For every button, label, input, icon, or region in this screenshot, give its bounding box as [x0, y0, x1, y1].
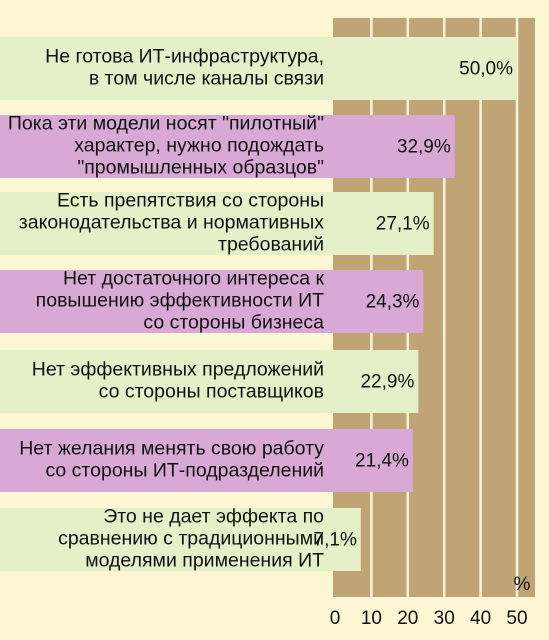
- category-label: Нет эффективных предложений со стороны по…: [32, 359, 324, 403]
- category-label: Нет желания менять свою работу со стороны…: [19, 438, 324, 482]
- x-tick-label: 30: [434, 608, 455, 629]
- x-axis-unit: %: [514, 574, 531, 595]
- bar: [0, 429, 413, 492]
- x-axis-ticks: 0 10 20 30 40 50: [330, 608, 528, 629]
- x-tick-label: 40: [470, 608, 491, 629]
- bar: [0, 350, 419, 413]
- bar: [0, 37, 517, 100]
- data-label: 24,3%: [366, 292, 420, 313]
- data-label: 22,9%: [360, 372, 414, 393]
- x-tick-label: 10: [361, 608, 382, 629]
- bars: Не готова ИТ-инфраструктура, в том числе …: [0, 37, 517, 572]
- category-label: Нет достаточного интереса к повышению эфф…: [36, 268, 325, 334]
- bar: [0, 115, 455, 178]
- data-label: 27,1%: [376, 214, 430, 235]
- data-label: 32,9%: [397, 137, 451, 158]
- data-label: 21,4%: [355, 451, 409, 472]
- bar: [0, 508, 361, 571]
- data-label: 50,0%: [459, 59, 513, 80]
- category-label: Есть препятствия со стороны законодательс…: [19, 190, 324, 256]
- category-label: Это не дает эффекта по сравнению с традиц…: [58, 506, 324, 572]
- category-label: Не готова ИТ-инфраструктура, в том числе …: [45, 46, 324, 90]
- x-tick-label: 0: [330, 608, 341, 629]
- x-tick-label: 50: [506, 608, 527, 629]
- data-label: 7,1%: [314, 530, 357, 551]
- category-label: Пока эти модели носят "пилотный" характер…: [8, 113, 324, 179]
- bar: [0, 270, 424, 333]
- bar: [0, 192, 434, 255]
- x-tick-label: 20: [397, 608, 418, 629]
